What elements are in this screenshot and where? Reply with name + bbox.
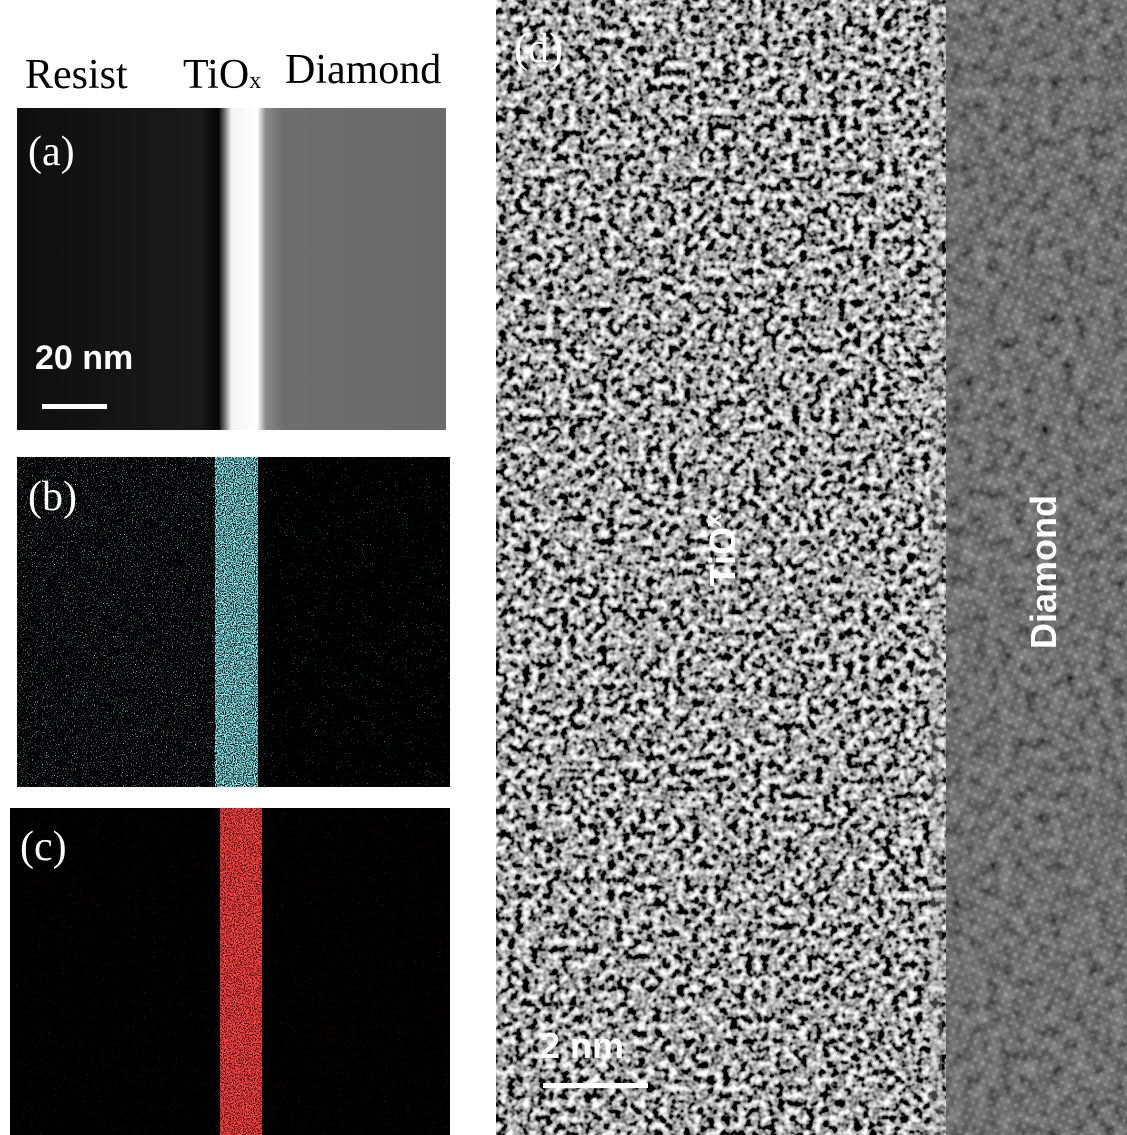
red-signal [220, 808, 262, 1135]
label-base: TiO [183, 52, 249, 98]
label-subscript: x [249, 68, 261, 94]
interface [930, 0, 942, 1135]
scale-bar [42, 404, 107, 409]
scale-bar-label: 2 nm [540, 1025, 624, 1066]
scale-bar-label: 20 nm [35, 339, 133, 377]
panel-label: (b) [28, 474, 77, 520]
region-label: TiOx [700, 513, 743, 586]
panel-label: (d) [514, 26, 563, 72]
cyan-signal [258, 457, 450, 787]
cyan-signal [215, 457, 258, 787]
panel-a-image [17, 108, 446, 430]
label-subscript: x [700, 513, 727, 527]
panel-label: (c) [20, 824, 67, 870]
scale-bar [543, 1083, 648, 1088]
crystal-contrast [946, 0, 1127, 1135]
cyan-signal [17, 457, 217, 787]
header-label: Diamond [285, 47, 441, 93]
panel-label: (a) [28, 129, 75, 175]
header-label: TiOx [183, 52, 261, 98]
header-label: Resist [25, 52, 128, 98]
label-base: TiO [702, 527, 743, 586]
amorphous-region [496, 0, 946, 1135]
region-label: Diamond [1023, 495, 1064, 649]
